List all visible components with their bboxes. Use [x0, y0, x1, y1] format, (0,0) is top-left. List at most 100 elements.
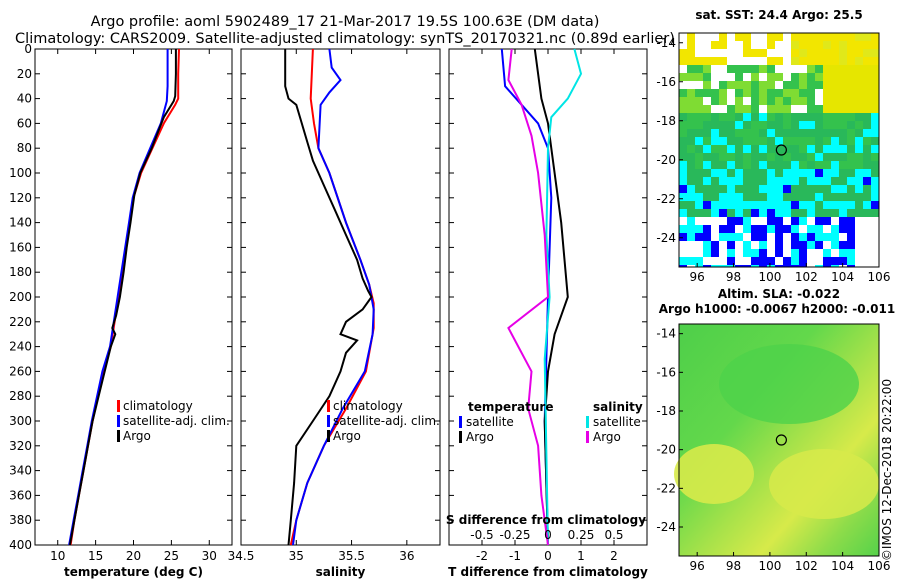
heatmap-cell — [703, 257, 711, 265]
heatmap-cell — [767, 113, 775, 121]
map-frame — [678, 32, 880, 268]
heatmap-cell — [767, 249, 775, 257]
heatmap-cell — [735, 169, 743, 177]
heatmap-cell — [679, 265, 687, 267]
heatmap-cell — [703, 201, 711, 209]
heatmap-cell — [695, 265, 703, 267]
heatmap-cell — [823, 225, 831, 233]
heatmap-cell — [863, 121, 871, 129]
heatmap-cell — [759, 145, 767, 153]
heatmap-cell — [799, 105, 807, 113]
heatmap-cell — [791, 89, 799, 97]
y-tick-label: 180 — [9, 265, 32, 279]
heatmap-cell — [735, 257, 743, 265]
y-tick-label: 380 — [9, 513, 32, 527]
heatmap-cell — [855, 73, 863, 81]
heatmap-cell — [775, 233, 783, 241]
map-title: sat. SST: 24.4 Argo: 25.5 — [695, 8, 862, 22]
heatmap-cell — [743, 121, 751, 129]
heatmap-cell — [695, 65, 703, 73]
heatmap-cell — [695, 49, 703, 57]
map-subtitle: Argo h1000: -0.0067 h2000: -0.011 — [659, 302, 895, 316]
heatmap-cell — [679, 113, 687, 121]
heatmap-cell — [759, 97, 767, 105]
heatmap-cell — [695, 97, 703, 105]
heatmap-cell — [679, 65, 687, 73]
legend-label: Argo — [333, 429, 361, 443]
heatmap-cell — [695, 185, 703, 193]
heatmap-cell — [719, 177, 727, 185]
x-tick-label: -1 — [509, 549, 521, 563]
heatmap-cell — [711, 41, 719, 49]
heatmap-cell — [823, 121, 831, 129]
heatmap-cell — [727, 249, 735, 257]
heatmap-cell — [735, 41, 743, 49]
y-tick-label: -16 — [656, 365, 676, 379]
heatmap-cell — [799, 73, 807, 81]
x-tick-label: 1 — [577, 549, 585, 563]
heatmap-cell — [743, 105, 751, 113]
heatmap-cell — [695, 113, 703, 121]
heatmap-cell — [863, 89, 871, 97]
heatmap-cell — [695, 137, 703, 145]
heatmap-cell — [759, 185, 767, 193]
heatmap-cell — [847, 145, 855, 153]
heatmap-cell — [863, 169, 871, 177]
heatmap-cell — [847, 89, 855, 97]
heatmap-cell — [679, 241, 687, 249]
x-tick-label: 36 — [399, 549, 414, 563]
heatmap-cell — [775, 209, 783, 217]
heatmap-cell — [695, 161, 703, 169]
heatmap-cell — [847, 121, 855, 129]
heatmap-cell — [839, 193, 847, 201]
heatmap-cell — [855, 185, 863, 193]
heatmap-cell — [815, 177, 823, 185]
argo-position-marker — [775, 434, 787, 446]
heatmap-cell — [743, 33, 751, 41]
heatmap-cell — [695, 89, 703, 97]
heatmap-cell — [871, 33, 879, 41]
heatmap-cell — [807, 209, 815, 217]
heatmap-cell — [687, 169, 695, 177]
heatmap-cell — [735, 265, 743, 267]
heatmap-cell — [703, 33, 711, 41]
heatmap-cell — [831, 217, 839, 225]
heatmap-cell — [839, 209, 847, 217]
heatmap-cell — [719, 105, 727, 113]
heatmap-cell — [839, 121, 847, 129]
heatmap-cell — [871, 49, 879, 57]
heatmap-cell — [831, 225, 839, 233]
heatmap-cell — [703, 81, 711, 89]
heatmap-cell — [703, 225, 711, 233]
heatmap-cell — [743, 49, 751, 57]
heatmap-cell — [839, 49, 847, 57]
heatmap-cell — [767, 265, 775, 267]
heatmap-cell — [679, 169, 687, 177]
top-tick-label: 0 — [544, 528, 552, 542]
heatmap-cell — [759, 129, 767, 137]
heatmap-cell — [815, 97, 823, 105]
heatmap-cell — [791, 33, 799, 41]
y-tick-label: 0 — [24, 42, 32, 56]
heatmap-cell — [727, 113, 735, 121]
heatmap-cell — [711, 217, 719, 225]
heatmap-cell — [695, 233, 703, 241]
heatmap-cell — [871, 57, 879, 65]
heatmap-cell — [839, 145, 847, 153]
heatmap-cell — [863, 201, 871, 209]
heatmap-cell — [687, 161, 695, 169]
heatmap-cell — [831, 33, 839, 41]
heatmap-cell — [847, 105, 855, 113]
heatmap-cell — [719, 113, 727, 121]
heatmap-cell — [847, 137, 855, 145]
heatmap-cell — [751, 41, 759, 49]
heatmap-cell — [759, 73, 767, 81]
y-tick-label: -14 — [656, 327, 676, 341]
heatmap-cell — [695, 105, 703, 113]
heatmap-cell — [839, 57, 847, 65]
heatmap-cell — [823, 257, 831, 265]
heatmap-cell — [863, 233, 871, 241]
heatmap-cell — [863, 249, 871, 257]
heatmap-cell — [727, 97, 735, 105]
heatmap-cell — [799, 241, 807, 249]
